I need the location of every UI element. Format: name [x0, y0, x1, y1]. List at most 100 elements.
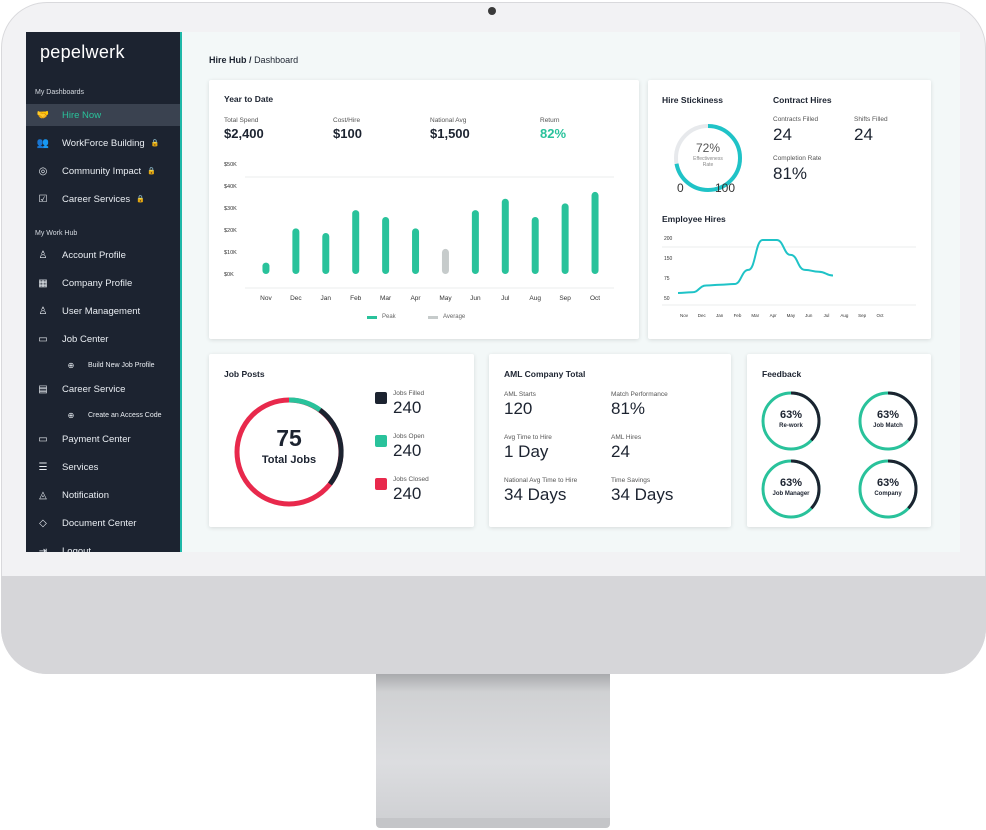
building-icon: ▦ — [38, 277, 48, 289]
x-tick-label: Dec — [290, 295, 302, 302]
stat-label: National Avg — [430, 117, 467, 124]
x-tick-label: Mar — [751, 313, 759, 318]
ytd-title: Year to Date — [224, 94, 274, 104]
x-tick-label: Aug — [840, 313, 849, 318]
x-tick-label: Aug — [529, 295, 541, 302]
bar — [382, 217, 390, 274]
legend-peak-label: Peak — [382, 314, 396, 320]
aml-stat-label: Avg Time to Hire — [504, 434, 552, 441]
breadcrumb-current: Dashboard — [254, 55, 299, 65]
y-tick-label: $10K — [224, 250, 237, 256]
contracts-filled-label: Contracts Filled — [773, 116, 819, 123]
sidebar-item[interactable]: ⊕ Build New Job Profile — [26, 354, 180, 376]
y-tick-label: $30K — [224, 206, 237, 212]
gauge-max: 100 — [715, 181, 736, 195]
aml-stat-value: 34 Days — [611, 485, 674, 504]
sidebar-item-label: Career Service — [62, 383, 126, 395]
legend-label: Jobs Closed — [393, 476, 429, 483]
employee-hires-line — [677, 239, 834, 295]
shifts-filled-label: Shifts Filled — [854, 116, 888, 123]
total-jobs-value: 75 — [276, 425, 302, 451]
bar — [531, 217, 539, 274]
stat-value: $2,400 — [224, 126, 264, 141]
ytd-card: Year to Date Total Spend $2,400 Cost/Hir… — [209, 80, 639, 339]
x-tick-label: May — [787, 313, 796, 318]
user-add-icon: ♙ — [38, 305, 48, 317]
sidebar-item[interactable]: ⊕ Create an Access Code — [26, 404, 180, 426]
feedback-label: Company — [874, 491, 902, 497]
monitor-stand — [376, 674, 610, 822]
section-label-work-hub: My Work Hub — [35, 230, 78, 237]
sidebar-item-label: Job Center — [62, 333, 109, 345]
contract-title: Contract Hires — [773, 95, 832, 105]
sidebar-item[interactable]: ▭ Payment Center — [26, 428, 180, 450]
lock-icon: 🔒 — [136, 196, 145, 203]
stat-label: Cost/Hire — [333, 117, 361, 124]
ring-progress — [858, 459, 918, 519]
contracts-filled-value: 24 — [773, 125, 792, 144]
monitor-chin — [1, 576, 986, 674]
legend-value: 240 — [393, 441, 422, 460]
sidebar-item[interactable]: ♙ User Management — [26, 300, 180, 322]
sidebar-item[interactable]: ▭ Job Center — [26, 328, 180, 350]
ring-progress — [761, 459, 821, 519]
bar — [352, 210, 360, 274]
x-tick-label: Dec — [698, 313, 707, 318]
legend-label: Jobs Open — [393, 433, 425, 440]
card-icon: ▭ — [38, 433, 48, 445]
sidebar-item[interactable]: ▤ Career Service — [26, 378, 180, 400]
sidebar-item[interactable]: ◬ Notification — [26, 484, 180, 506]
feedback-percent: 63% — [876, 477, 900, 489]
screen: pepelwerk My Dashboards My Work Hub 🤝 Hir… — [26, 32, 960, 552]
logo: pepelwerk — [40, 42, 125, 62]
x-tick-label: Feb — [350, 295, 362, 302]
x-tick-label: Oct — [590, 295, 600, 302]
employee-hires-chart: 200 150 75 50 Nov Dec Jan Feb Mar Apr May Jun Jul Aug… — [662, 236, 916, 318]
feedback-percent: 63% — [779, 477, 803, 489]
monitor-foot — [376, 818, 610, 828]
legend-average-swatch — [428, 316, 438, 319]
sidebar-item[interactable]: ☰ Services — [26, 456, 180, 478]
feedback-ring — [761, 391, 821, 451]
y-tick-label: 50 — [664, 296, 670, 302]
sidebar-item[interactable]: ⇥ Logout — [26, 540, 180, 553]
sidebar: pepelwerk My Dashboards My Work Hub 🤝 Hir… — [26, 32, 182, 552]
sidebar-item-label: Notification — [62, 489, 109, 501]
stickiness-sub2: Rate — [702, 162, 714, 168]
feedback-percent: 63% — [876, 409, 900, 421]
ring-progress — [858, 391, 918, 451]
sidebar-item[interactable]: 👥 WorkForce Building 🔒 — [26, 132, 180, 154]
feedback-ring — [858, 391, 918, 451]
y-tick-label: 200 — [664, 236, 673, 242]
bar — [501, 198, 509, 274]
aml-stat-value: 24 — [611, 442, 630, 461]
x-tick-label: Sep — [559, 295, 571, 302]
lock-icon: 🔒 — [147, 168, 156, 175]
sidebar-item-label: User Management — [62, 305, 141, 317]
breadcrumb-root[interactable]: Hire Hub — [209, 55, 247, 65]
sidebar-item[interactable]: ▦ Company Profile — [26, 272, 180, 294]
plus-circle-icon: ⊕ — [67, 360, 75, 370]
section-label-dashboards: My Dashboards — [35, 89, 85, 96]
feedback-label: Re-work — [779, 423, 803, 429]
sidebar-item[interactable]: 🤝 Hire Now — [26, 104, 180, 126]
completion-rate-label: Completion Rate — [773, 155, 822, 162]
legend-label: Jobs Filled — [393, 390, 425, 397]
sidebar-item[interactable]: ♙ Account Profile — [26, 244, 180, 266]
aml-stat-value: 34 Days — [504, 485, 567, 504]
bar — [292, 228, 300, 274]
sidebar-item[interactable]: ◇ Document Center — [26, 512, 180, 534]
y-tick-label: $20K — [224, 228, 237, 234]
legend-swatch — [375, 478, 387, 490]
stat-value: $1,500 — [430, 126, 470, 141]
legend-value: 240 — [393, 398, 422, 417]
x-tick-label: Jul — [824, 313, 830, 318]
sidebar-item-label: Build New Job Profile — [88, 361, 155, 369]
sidebar-item[interactable]: ◎ Community Impact 🔒 — [26, 160, 180, 182]
main-content: Hire Hub / Dashboard Year to Date Total … — [182, 32, 960, 552]
bar — [591, 191, 599, 274]
employee-hires-title: Employee Hires — [662, 214, 726, 224]
sidebar-item[interactable]: ☑ Career Services 🔒 — [26, 188, 180, 210]
sidebar-item-label: Services — [62, 461, 99, 473]
bar — [412, 228, 420, 274]
